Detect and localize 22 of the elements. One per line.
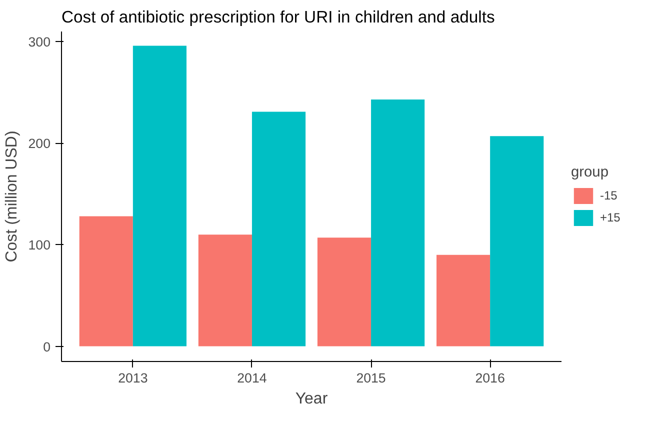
x-tick-label: 2015 [356, 370, 386, 386]
bar [132, 46, 186, 346]
y-axis-title: Cost (million USD) [3, 130, 20, 262]
legend-label: -15 [600, 188, 618, 202]
chart-title: Cost of antibiotic prescription for URI in children and adults [62, 8, 495, 26]
bar [490, 136, 544, 346]
x-axis-title: Year [295, 390, 328, 408]
bar [79, 216, 133, 346]
legend-title: group [571, 164, 610, 180]
y-tick-label: 200 [28, 136, 51, 152]
bar [317, 238, 372, 346]
x-tick-label: 2014 [237, 370, 268, 386]
bar [198, 234, 252, 346]
y-tick-label: 100 [28, 238, 51, 253]
y-tick-label: 0 [43, 339, 51, 354]
x-tick-label: 2016 [475, 370, 505, 386]
bar [371, 100, 425, 346]
x-tick-label: 2013 [118, 370, 148, 386]
bar [436, 254, 490, 346]
legend-label: +15 [600, 210, 620, 224]
bar [252, 112, 306, 346]
y-tick-label: 300 [28, 34, 51, 50]
